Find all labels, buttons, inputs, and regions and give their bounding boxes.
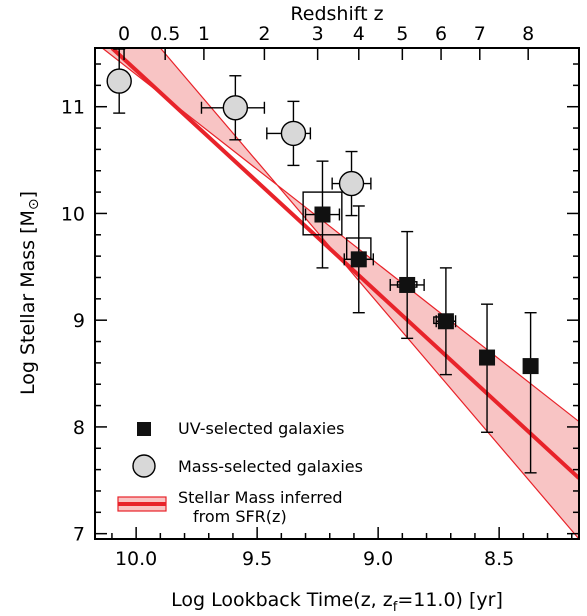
top-tick-label: 8 — [522, 23, 534, 45]
mass-point-marker — [338, 170, 365, 197]
uv-point-marker — [522, 358, 539, 375]
uv-point-marker — [437, 313, 454, 330]
ticks-layer: 10.0 9.5 9.0 8.5 7 8 9 10 11 0 0.5 1 2 3 4 5 6 7 8 — [61, 23, 579, 570]
top-tick-label: 4 — [353, 23, 365, 45]
y-tick-label: 7 — [73, 524, 85, 546]
data-layer — [106, 48, 539, 474]
legend-square-marker — [137, 422, 151, 436]
x-axis-title-tail: =11.0) [yr] — [397, 589, 503, 611]
y-axis-title: Log Stellar Mass [M⊙] — [17, 191, 42, 395]
top-tick-label: 0 — [118, 23, 130, 45]
x-tick-label: 10.0 — [115, 548, 157, 570]
top-tick-label: 2 — [258, 23, 270, 45]
top-axis-title: Redshift z — [290, 3, 383, 25]
top-tick-label: 5 — [396, 23, 408, 45]
model-band-group — [101, 48, 579, 539]
y-axis-title-sun-symbol: ⊙ — [26, 198, 42, 210]
plot-frame — [94, 47, 580, 540]
top-tick-label: 1 — [198, 23, 210, 45]
top-tick-label: 6 — [435, 23, 447, 45]
x-tick-label: 9.5 — [242, 548, 272, 570]
uv-point-marker — [314, 206, 331, 223]
x-tick-label: 9.0 — [363, 548, 393, 570]
y-tick-label: 9 — [73, 310, 85, 332]
model-band — [101, 48, 579, 539]
legend-label-uv: UV-selected galaxies — [178, 419, 344, 438]
mass-point-marker — [222, 95, 249, 121]
x-axis-title: Log Lookback Time(z, zf=11.0) [yr] — [171, 589, 503, 615]
mass-point-marker — [106, 68, 132, 94]
y-tick-label: 11 — [61, 97, 85, 119]
top-tick-label: 7 — [474, 23, 486, 45]
mass-point-marker — [280, 120, 307, 147]
y-tick-label: 8 — [73, 417, 85, 439]
y-axis-title-tail: ] — [17, 191, 39, 198]
legend-label-model-line2: from SFR(z) — [193, 507, 287, 526]
legend-circle-marker — [132, 454, 156, 478]
model-line — [110, 48, 579, 480]
legend: UV-selected galaxies Mass-selected galaxi… — [117, 419, 363, 526]
uv-point-marker — [479, 349, 496, 366]
x-tick-label: 8.5 — [484, 548, 514, 570]
y-axis-title-main: Log Stellar Mass [M — [17, 210, 39, 395]
x-axis-title-sub: f — [393, 600, 398, 615]
legend-label-mass: Mass-selected galaxies — [178, 457, 363, 476]
uv-point-marker — [350, 251, 367, 268]
y-tick-label: 10 — [61, 203, 85, 225]
legend-label-model-line1: Stellar Mass inferred — [178, 488, 343, 507]
x-axis-title-main: Log Lookback Time(z, z — [171, 589, 393, 611]
top-tick-label: 0.5 — [150, 23, 180, 45]
top-tick-label: 3 — [312, 23, 324, 45]
uv-point-marker — [399, 276, 416, 293]
